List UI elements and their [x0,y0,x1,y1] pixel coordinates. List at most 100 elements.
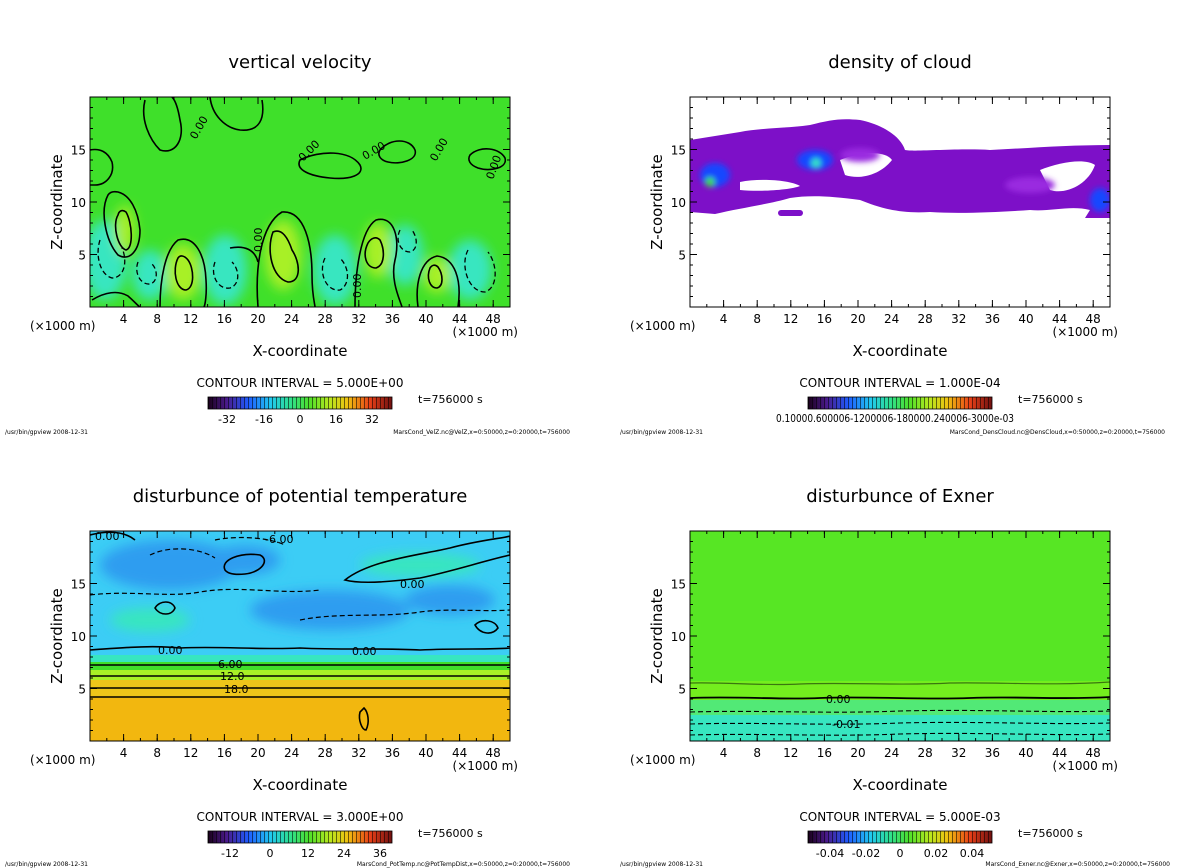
contour-line [427,264,443,289]
contour-lines-negative [97,229,496,293]
x-tick-label: 12 [183,746,198,760]
field-band-cyan [90,655,510,662]
contour-label: -6.00 [265,533,293,546]
x-tick-label: 12 [783,312,798,326]
x-unit-left: (×1000 m) [630,319,695,333]
field-band-upper [690,531,1110,681]
colorbar-tick-label: 0.02 [924,847,949,860]
contour-label: 0.00 [158,644,183,657]
cloud-gap [740,179,800,191]
field-patch-blue [250,590,410,630]
footer-left: /usr/bin/gpview 2008-12-31 [620,429,703,436]
contour-line [364,237,385,269]
x-tick-label: 8 [753,746,761,760]
x-tick-label: 24 [284,312,299,326]
x-tick-label: 8 [153,312,161,326]
x-unit-right: (×1000 m) [1053,759,1118,773]
x-axis-label: X-coordinate [853,776,948,794]
x-tick-label: 28 [918,746,933,760]
contour-line [90,531,136,541]
contour-label: 6.00 [218,658,243,671]
contour-line-negative [321,257,349,291]
x-axis-label: X-coordinate [853,342,948,360]
y-tick-label: 10 [671,630,686,644]
panel-potential-temperature: disturbunce of potential temperature [5,486,570,868]
cloud-core-peak [705,177,715,187]
x-unit-left: (×1000 m) [630,753,695,767]
colorbar-tick-label: 0 [267,847,274,860]
colorbar-tick-label: -16 [255,413,273,426]
x-unit-right: (×1000 m) [453,325,518,339]
x-tick-label: 48 [1086,312,1101,326]
colorbar-tick-label: 16 [329,413,343,426]
contour-line-negative [690,732,1110,736]
contour-line [174,255,194,291]
contour-lines [90,97,506,307]
heatmap-field: 0.00 -6.00 0.00 0.00 0.00 6.00 12.0 18.0 [90,530,510,741]
field-patch-cyan [110,608,190,632]
y-tick-label: 10 [71,630,86,644]
field-band-cyan [690,715,1110,741]
cloud-fragment [778,210,803,216]
contour-label: 12.0 [220,670,245,683]
y-tick-label: 15 [671,578,686,592]
cloud-core-peak [811,158,821,168]
contour-label: 0.00 [95,530,120,543]
heatmap-field: 0.00 -0.01 [690,531,1110,741]
x-unit-left: (×1000 m) [30,753,95,767]
x-tick-label: 8 [153,746,161,760]
field-band-green [90,662,510,670]
contour-line [256,211,316,307]
contour-line [343,535,510,583]
cloud-core [1090,188,1110,212]
x-unit-right: (×1000 m) [1053,325,1118,339]
field-band-orange [90,698,510,741]
contour-line-negative [90,588,321,596]
x-tick-label: 16 [217,312,232,326]
y-tick-label: 10 [71,196,86,210]
x-tick-label: 20 [250,746,265,760]
x-tick-label: 16 [817,746,832,760]
contour-line-negative [299,609,510,621]
colorbar-tick-label: 0.04 [960,847,985,860]
field-patch-cyan [313,235,357,305]
contour-line [159,238,208,307]
colorbar-tick-label: -32 [218,413,236,426]
x-tick-label: 8 [753,312,761,326]
contour-interval: CONTOUR INTERVAL = 3.000E+00 [197,810,404,824]
colorbar-tick-label: -0.04 [816,847,844,860]
y-tick-label: 5 [678,683,686,697]
x-unit-left: (×1000 m) [30,319,95,333]
colorbar-tick-label: -0.02 [852,847,880,860]
field-patch-cyan [387,225,423,285]
y-tick-label: 15 [71,578,86,592]
field-patch-lime [265,220,301,290]
contour-line [468,148,506,171]
colorbar-stripes [808,397,992,409]
x-tick-label: 4 [720,312,728,326]
x-tick-label: 40 [418,312,433,326]
contour-line [690,696,1110,700]
y-axis-label: Z-coordinate [648,588,666,683]
x-tick-label: 48 [486,746,501,760]
x-tick-label: 28 [318,746,333,760]
chart-title: density of cloud [828,52,972,73]
contour-line-negative [397,229,417,253]
contour-line [474,619,499,634]
x-tick-label: 44 [1052,312,1067,326]
x-tick-label: 4 [120,312,128,326]
y-tick-label: 5 [78,683,86,697]
panel-exner: disturbunce of Exner 0.00 -0.01 4 8 12 16 20… [620,486,1170,868]
x-tick-label: 48 [486,312,501,326]
cloud-region [690,119,1110,218]
time-stamp: t=756000 s [1018,827,1083,840]
colorbar-stripes [208,397,392,409]
footer-right: MarsCond_PotTemp.nc@PotTempDist,x=0:5000… [357,861,570,868]
x-tick-label: 40 [1018,312,1033,326]
contour-line-negative [149,548,216,559]
contour-label: 0.00 [351,274,364,299]
contour-lines [690,681,1110,700]
